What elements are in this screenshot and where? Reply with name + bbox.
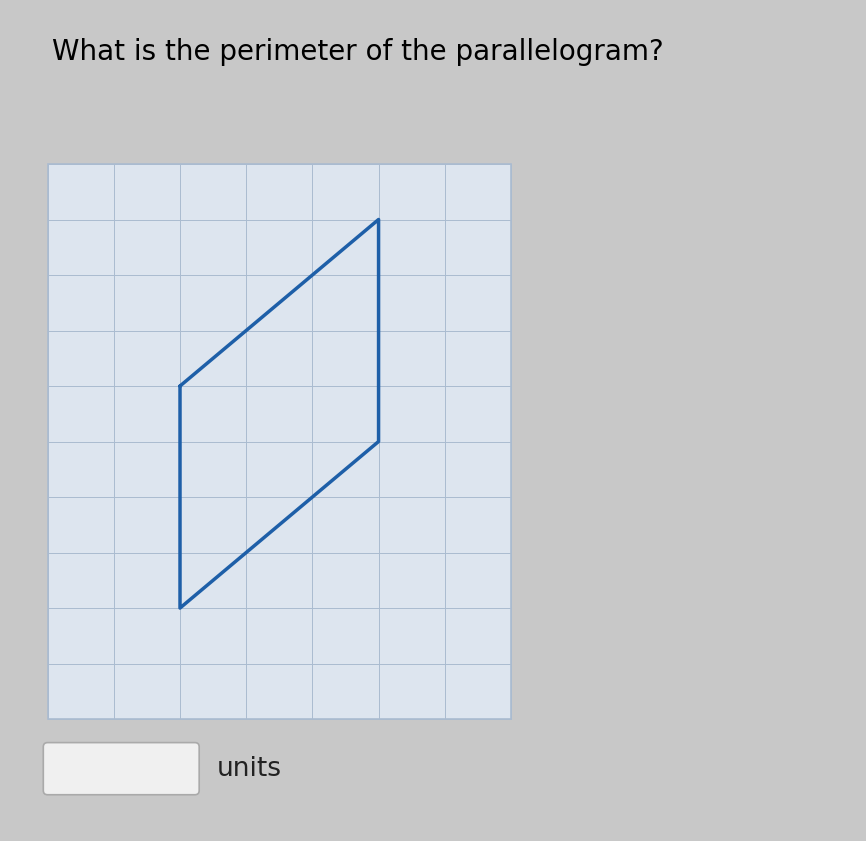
Text: What is the perimeter of the parallelogram?: What is the perimeter of the parallelogr… <box>52 38 663 66</box>
FancyBboxPatch shape <box>43 743 199 795</box>
FancyBboxPatch shape <box>48 164 511 719</box>
Text: units: units <box>216 756 281 781</box>
